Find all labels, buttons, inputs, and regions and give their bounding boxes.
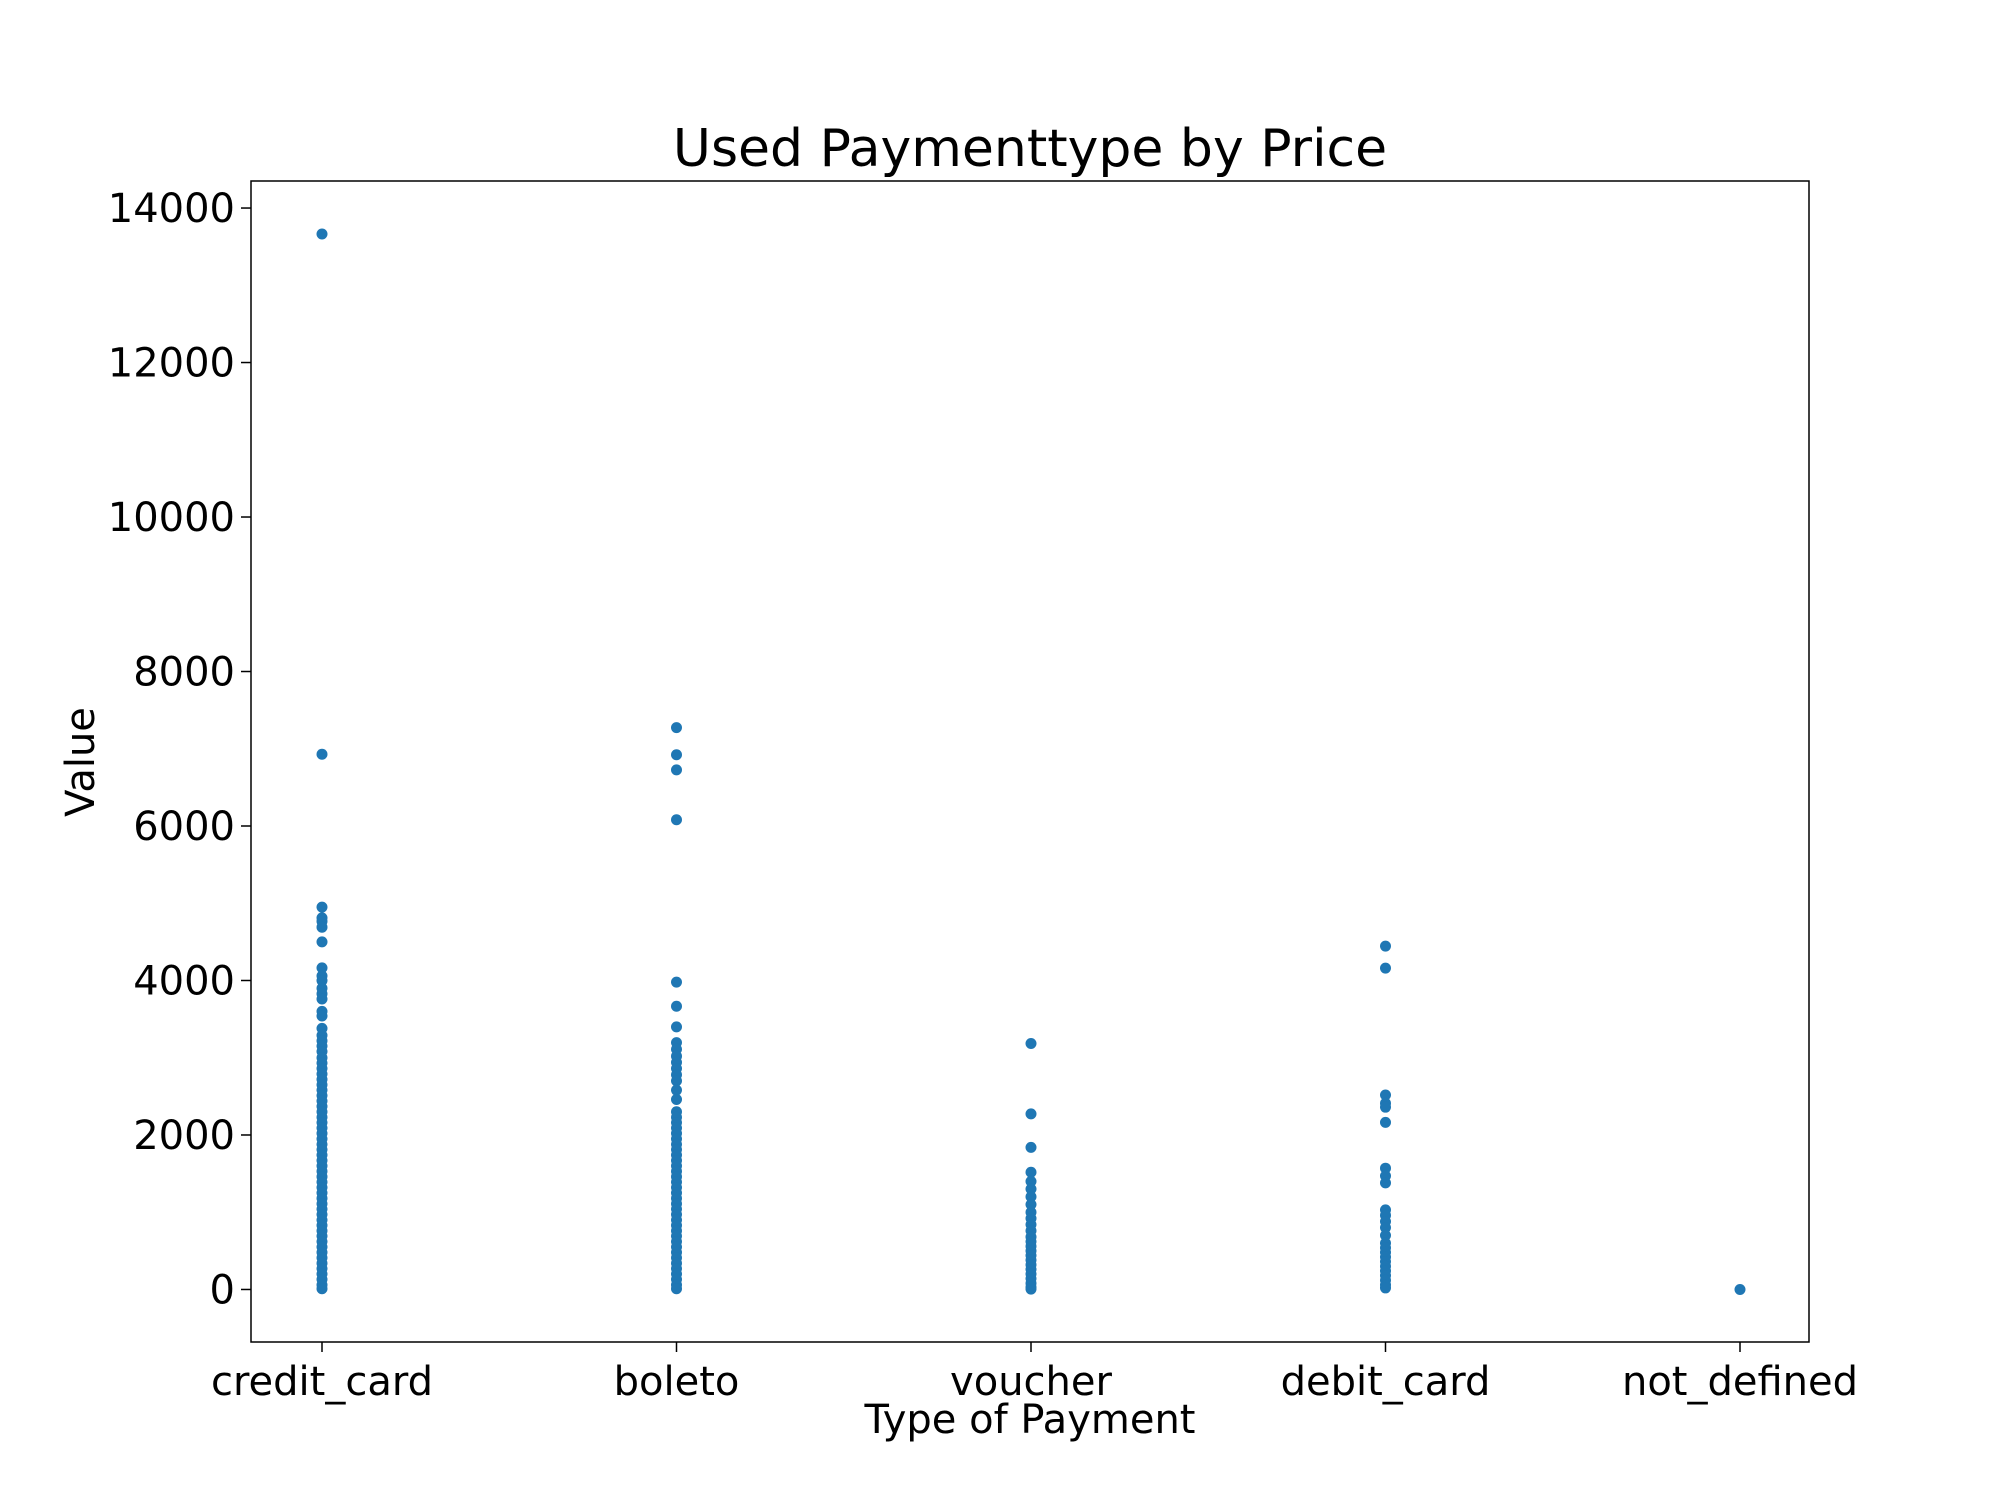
data-point	[1380, 1162, 1391, 1174]
y-tick-label: 10000	[108, 495, 235, 541]
data-point	[316, 1283, 328, 1295]
data-point	[316, 936, 328, 948]
y-tick-label: 8000	[133, 650, 235, 696]
data-point	[1025, 1166, 1037, 1178]
x-tick-label: credit_card	[211, 1359, 433, 1405]
y-tick-label: 4000	[133, 958, 235, 1004]
data-point	[671, 722, 682, 734]
data-point	[316, 228, 328, 240]
data-point	[671, 1075, 682, 1087]
x-axis: credit_card boleto voucher debit_card not_de…	[211, 1342, 1858, 1405]
data-point	[671, 1283, 682, 1295]
data-point	[1380, 1177, 1391, 1189]
y-tick-label: 14000	[108, 186, 235, 232]
data-point	[1380, 940, 1391, 952]
data-point	[1025, 1183, 1037, 1195]
data-point	[671, 1084, 682, 1096]
data-points	[316, 228, 1746, 1295]
data-point	[671, 814, 682, 826]
data-point	[316, 921, 328, 933]
data-point	[1025, 1141, 1037, 1153]
x-tick-label: debit_card	[1281, 1359, 1491, 1405]
x-tick-label: boleto	[614, 1359, 740, 1405]
data-point	[316, 993, 328, 1005]
plot-area-frame	[250, 180, 1810, 1343]
data-point	[1380, 1229, 1391, 1241]
chart-title: Used Paymenttype by Price	[673, 119, 1387, 179]
y-tick-label: 6000	[133, 804, 235, 850]
y-tick-label: 2000	[133, 1113, 235, 1159]
y-tick-label: 0	[210, 1267, 235, 1313]
x-tick-label: not_defined	[1622, 1359, 1858, 1405]
data-point	[1025, 1108, 1037, 1120]
y-axis-label: Value	[58, 707, 104, 817]
data-point	[316, 1010, 328, 1022]
data-point	[316, 901, 328, 913]
data-point	[671, 1021, 682, 1033]
data-point	[1380, 1282, 1391, 1294]
data-point	[671, 976, 682, 988]
data-point	[671, 1093, 682, 1105]
data-point	[671, 749, 682, 761]
data-point	[1734, 1283, 1746, 1295]
data-point	[1025, 1191, 1037, 1203]
data-point	[1380, 1116, 1391, 1128]
data-point	[1025, 1038, 1037, 1050]
data-point	[316, 962, 328, 974]
data-point	[1380, 1222, 1391, 1234]
data-point	[1380, 1089, 1391, 1101]
data-point	[1025, 1283, 1037, 1295]
x-axis-label: Type of Payment	[864, 1397, 1196, 1443]
data-point	[316, 748, 328, 760]
data-point	[1380, 962, 1391, 974]
y-tick-label: 12000	[108, 341, 235, 387]
y-axis: 0 2000 4000 6000 8000 10000 12000 14000	[108, 186, 251, 1313]
data-point	[1025, 1199, 1037, 1211]
data-point	[671, 1000, 682, 1012]
data-point	[671, 764, 682, 776]
data-point	[1380, 1101, 1391, 1113]
data-point	[1025, 1175, 1037, 1187]
data-point	[316, 975, 328, 987]
x-tick-label: voucher	[950, 1359, 1112, 1405]
